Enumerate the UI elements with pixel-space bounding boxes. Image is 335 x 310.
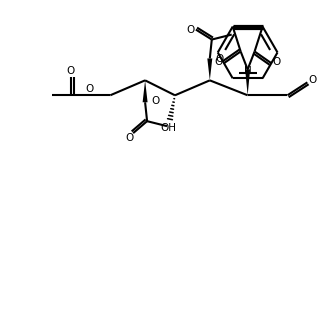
Text: N: N xyxy=(244,66,252,76)
Text: O: O xyxy=(216,55,224,64)
Text: O: O xyxy=(308,75,317,85)
Polygon shape xyxy=(207,59,212,80)
Polygon shape xyxy=(245,69,250,95)
Text: O: O xyxy=(187,24,195,35)
Text: O: O xyxy=(151,96,159,106)
Text: O: O xyxy=(125,133,133,143)
Text: O: O xyxy=(273,57,281,67)
Text: OH: OH xyxy=(160,123,176,133)
Text: O: O xyxy=(85,84,93,94)
Polygon shape xyxy=(143,80,148,102)
Text: O: O xyxy=(66,66,75,76)
Text: O: O xyxy=(214,57,222,67)
